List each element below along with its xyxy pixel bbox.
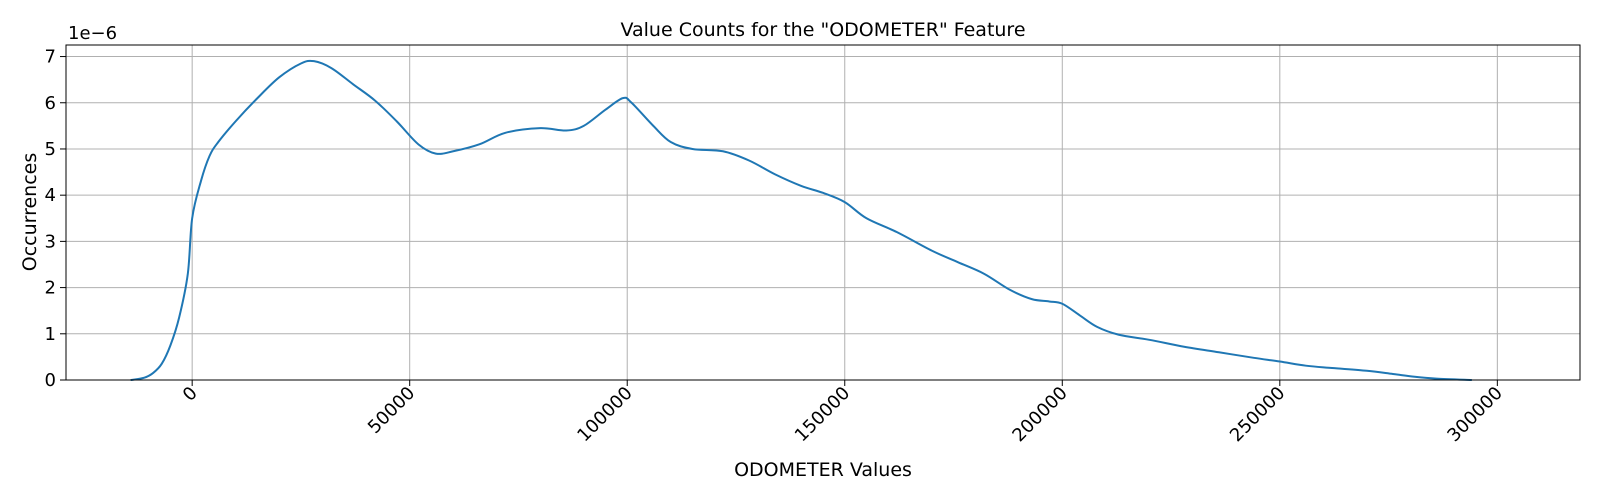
tick-layer: 0 50000 100000 150000 200000 250000 300000 0 1 2 3… xyxy=(45,47,1507,447)
chart-title: Value Counts for the "ODOMETER" Feature xyxy=(620,19,1025,41)
y-offset-label: 1e−6 xyxy=(68,23,117,44)
y-tick-label: 3 xyxy=(45,231,56,252)
y-tick-label: 5 xyxy=(45,139,56,160)
plot-frame xyxy=(65,44,1581,381)
x-tick-label: 50000 xyxy=(364,383,419,438)
x-tick-label: 150000 xyxy=(791,383,854,446)
y-tick-label: 2 xyxy=(45,278,56,299)
y-tick-label: 0 xyxy=(45,370,56,391)
x-tick-label: 200000 xyxy=(1008,383,1071,446)
y-tick-label: 6 xyxy=(45,93,56,114)
y-tick-label: 4 xyxy=(45,185,56,206)
x-tick-label: 300000 xyxy=(1443,383,1506,446)
x-axis-label: ODOMETER Values xyxy=(734,459,912,481)
x-tick-label: 250000 xyxy=(1226,383,1289,446)
x-tick-label: 100000 xyxy=(573,383,636,446)
y-tick-label: 1 xyxy=(45,324,56,345)
line-layer xyxy=(130,59,1473,381)
kde-series-line xyxy=(130,59,1473,381)
grid-layer xyxy=(66,45,1580,381)
y-tick-label: 7 xyxy=(45,47,56,68)
y-axis-label: Occurrences xyxy=(19,153,41,272)
x-tick-label: 0 xyxy=(179,383,202,406)
